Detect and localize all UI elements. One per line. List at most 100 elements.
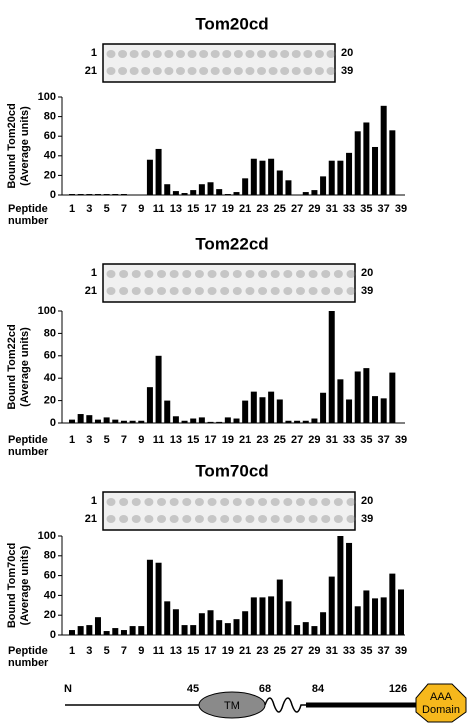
blot-spot	[207, 498, 217, 506]
y-tick-label: 100	[38, 305, 56, 317]
blot-spot	[187, 50, 197, 58]
blot-spot	[245, 287, 255, 295]
blot-spot	[283, 515, 293, 523]
x-tick-label: 27	[291, 203, 303, 215]
blot-spot	[152, 67, 162, 75]
blot-spot	[119, 515, 129, 523]
x-tick-label: 13	[170, 645, 182, 657]
blot-spot	[157, 498, 167, 506]
bar	[198, 613, 205, 635]
x-tick-label: 19	[222, 645, 234, 657]
blot-spot	[106, 498, 116, 506]
x-tick-label: 35	[360, 434, 372, 446]
x-tick-label: 11	[153, 645, 165, 657]
x-tick-label: 37	[378, 203, 390, 215]
bar	[233, 192, 240, 195]
bar	[372, 146, 379, 195]
x-tick-label: 29	[308, 434, 320, 446]
blot-label: 21	[85, 285, 97, 297]
bar	[302, 192, 309, 195]
y-tick-label: 100	[38, 91, 56, 103]
bar	[380, 105, 387, 195]
bar	[337, 379, 344, 423]
x-tick-label: 35	[360, 203, 372, 215]
blot-spot	[308, 498, 318, 506]
y-tick-label: 40	[44, 150, 56, 162]
blot-spot	[182, 270, 192, 278]
x-tick-label: 25	[274, 203, 286, 215]
blot-spot	[346, 515, 356, 523]
y-tick-label: 0	[50, 629, 56, 641]
x-tick-label: 27	[291, 645, 303, 657]
y-axis-label: (Average units)	[19, 106, 31, 186]
bar	[250, 158, 257, 195]
blot-spot	[270, 515, 280, 523]
blot-spot	[131, 498, 141, 506]
blot-spot	[321, 515, 331, 523]
y-tick-label: 100	[38, 530, 56, 542]
y-tick-label: 0	[50, 417, 56, 429]
blot-spot	[222, 67, 232, 75]
chart-title: Tom20cd	[195, 14, 268, 33]
x-tick-label: 15	[187, 203, 199, 215]
bar	[155, 355, 162, 423]
x-tick-label: 37	[378, 645, 390, 657]
chart-title: Tom22cd	[195, 234, 268, 253]
bar	[363, 122, 370, 195]
bar	[86, 194, 93, 195]
blot-spot	[119, 287, 129, 295]
blot-spot	[175, 50, 185, 58]
bar	[250, 597, 257, 635]
blot-spot	[131, 270, 141, 278]
bar	[155, 148, 162, 195]
blot-spot	[106, 67, 116, 75]
blot-label: 21	[85, 65, 97, 77]
blot-spot	[182, 498, 192, 506]
blot-spot	[144, 270, 154, 278]
position-label: 68	[259, 683, 271, 695]
x-tick-label: 3	[86, 203, 92, 215]
blot-spot	[283, 498, 293, 506]
bar	[328, 311, 335, 423]
blot-spot	[346, 270, 356, 278]
bar	[242, 178, 249, 195]
x-tick-label: 9	[138, 645, 144, 657]
blot-spot	[169, 515, 179, 523]
bar	[224, 623, 231, 635]
x-tick-label: 13	[170, 203, 182, 215]
x-tick-label: 7	[121, 434, 127, 446]
blot-spot	[194, 498, 204, 506]
blot-label: 39	[341, 65, 353, 77]
y-axis-label: (Average units)	[19, 327, 31, 407]
blot-label: 39	[361, 285, 373, 297]
bar	[181, 625, 188, 635]
blot-spot	[280, 67, 290, 75]
blot-spot	[187, 67, 197, 75]
x-tick-label: 1	[69, 645, 75, 657]
bar	[172, 416, 179, 423]
blot-spot	[141, 67, 151, 75]
y-tick-label: 0	[50, 189, 56, 201]
blot-spot	[280, 50, 290, 58]
blot-spot	[346, 498, 356, 506]
domain-diagram: N 45 68 84 126 TM AAA Domain	[64, 683, 467, 723]
blot-spot	[303, 67, 313, 75]
blot-spot	[118, 50, 128, 58]
blot-spot	[194, 270, 204, 278]
y-tick-label: 60	[44, 570, 56, 582]
n-terminus: N	[64, 683, 72, 695]
blot-spot	[220, 287, 230, 295]
y-tick-label: 80	[44, 550, 56, 562]
blot-spot	[291, 50, 301, 58]
blot-spot	[333, 270, 343, 278]
bar	[337, 160, 344, 195]
bar	[389, 372, 396, 423]
blot-image	[102, 43, 336, 83]
blot-spot	[258, 515, 268, 523]
bar	[129, 420, 136, 423]
bar	[233, 619, 240, 635]
x-tick-label: 29	[308, 645, 320, 657]
y-axis-label: Bound Tom22cd	[6, 324, 18, 409]
bar	[207, 610, 214, 635]
